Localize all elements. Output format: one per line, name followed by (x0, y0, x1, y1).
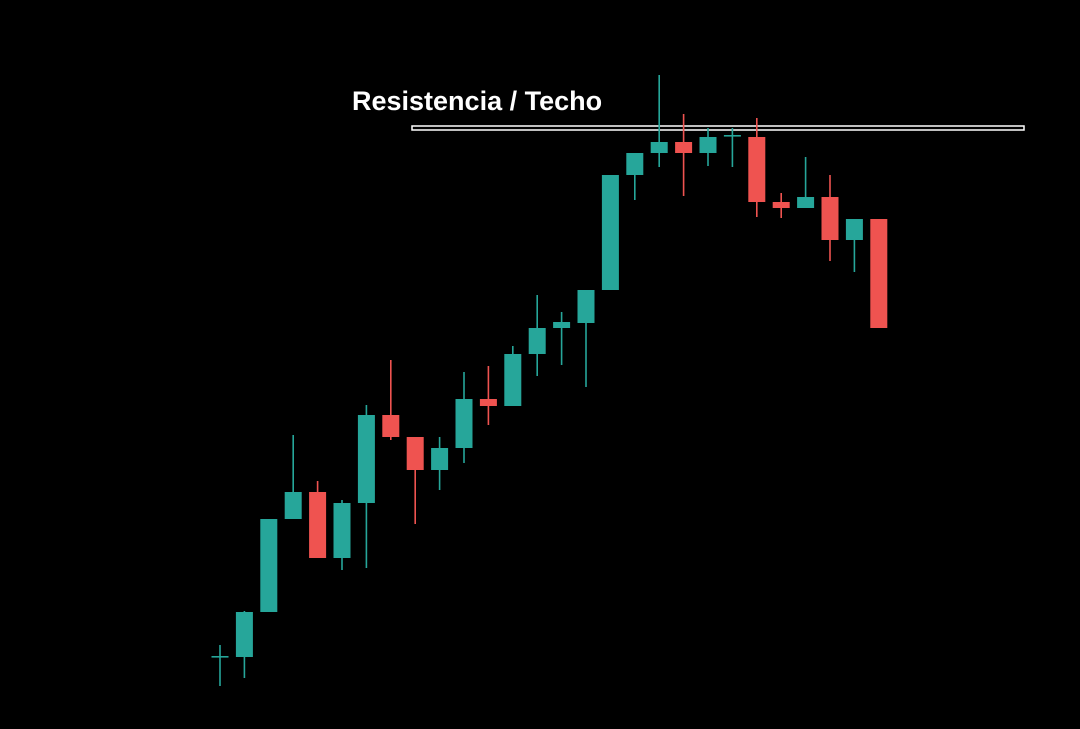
candle-body (479, 399, 497, 406)
candle-body (309, 492, 327, 558)
resistance-label: Resistencia / Techo (352, 86, 602, 116)
candle-body (455, 399, 473, 448)
candle-body (260, 519, 278, 612)
candle-body (235, 612, 253, 657)
candle-body (333, 503, 351, 558)
candle-body (723, 135, 741, 137)
candle-body (797, 197, 815, 208)
candle-body (528, 328, 546, 354)
candle-body (675, 142, 693, 153)
candle-body (431, 448, 449, 470)
resistance-line (411, 125, 1025, 131)
candle-body (504, 354, 522, 406)
candle-body (650, 142, 668, 153)
candle-body (553, 322, 571, 328)
candle-body (845, 219, 863, 240)
candle-body (577, 290, 595, 323)
candle-body (284, 492, 302, 519)
candle-body (699, 137, 717, 153)
candle-body (406, 437, 424, 470)
candle-body (601, 175, 619, 290)
candle-body (382, 415, 400, 437)
candle-body (821, 197, 839, 240)
candle-body (870, 219, 888, 328)
candle-body (211, 656, 229, 658)
candle-body (748, 137, 766, 202)
candle-body (357, 415, 375, 503)
candle-body (772, 202, 790, 208)
candle-body (626, 153, 644, 175)
